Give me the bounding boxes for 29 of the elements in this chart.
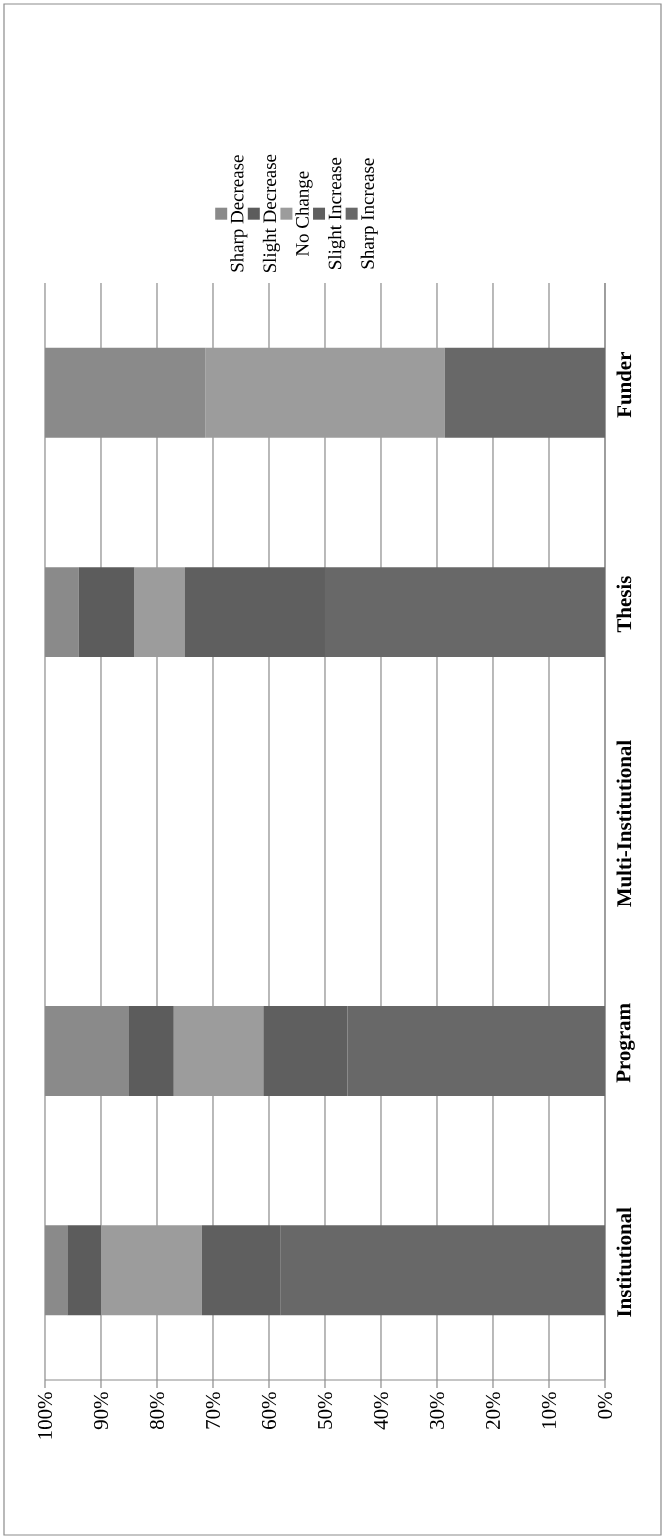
bar — [100, 1225, 202, 1316]
y-tick-label: Institutional — [616, 1207, 632, 1317]
legend-label: Slight Decrease — [262, 154, 281, 273]
bar — [78, 567, 135, 658]
x-tick-label: 20% — [485, 1392, 501, 1429]
y-tick-label: Program — [616, 1003, 635, 1083]
x-tick-label: 80% — [149, 1392, 165, 1430]
legend-label: Slight Increase — [328, 157, 346, 269]
bar — [173, 1005, 264, 1096]
bar — [444, 347, 605, 438]
legend-label: No Change — [295, 171, 313, 256]
y-tick-label: Funder — [616, 352, 632, 418]
x-tick-label: 90% — [93, 1392, 109, 1430]
x-tick-label: 0% — [597, 1392, 613, 1419]
x-tick-label: 50% — [317, 1392, 333, 1429]
x-tick-label: 30% — [429, 1392, 445, 1429]
bar — [128, 1005, 174, 1096]
x-tick-label: 60% — [261, 1392, 277, 1429]
bar — [67, 1225, 101, 1316]
bar — [205, 347, 445, 438]
x-tick-label: 40% — [373, 1392, 389, 1430]
x-tick-label: 10% — [541, 1392, 557, 1429]
y-tick-label: Thesis — [616, 576, 632, 633]
legend-label: Sharp Decrease — [230, 155, 248, 272]
x-tick-label: 100% — [37, 1392, 53, 1439]
x-tick-label: 70% — [205, 1392, 221, 1429]
legend-label: Sharp Increase — [360, 158, 378, 269]
bar — [134, 567, 185, 658]
y-tick-label: Multi-Institutional — [616, 740, 632, 907]
